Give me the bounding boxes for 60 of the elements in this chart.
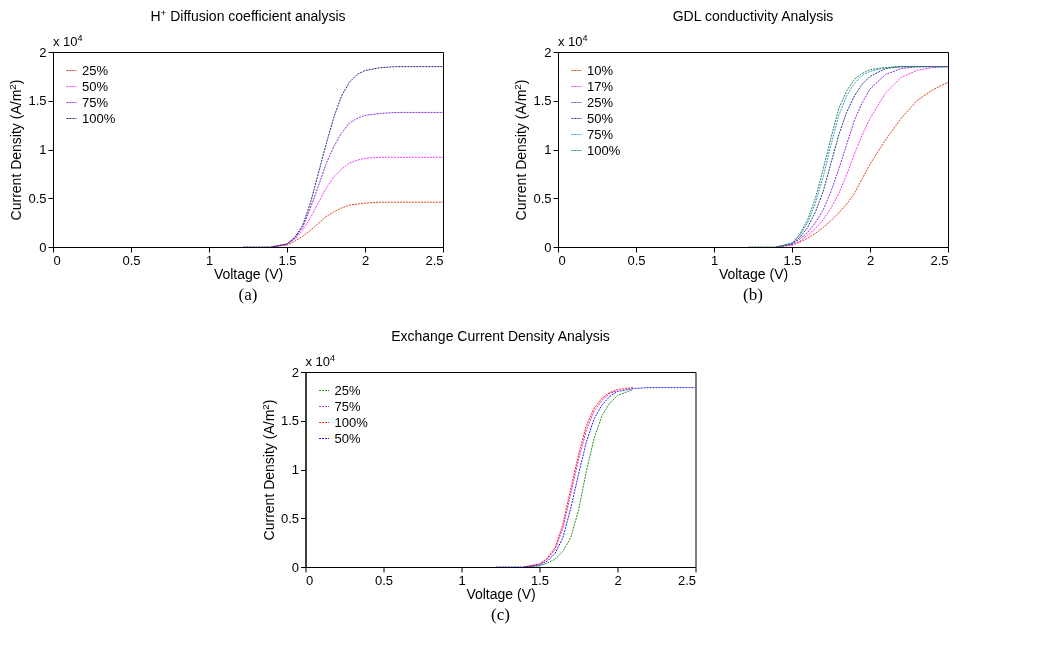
y-tick-label: 0.5 [28,190,47,206]
x-tick-label: 0 [53,252,61,268]
x-tick-label: 1 [710,252,719,268]
y-tick-label: 1.5 [533,93,552,109]
x-axis-title: Voltage (V) [718,265,789,282]
y-tick-label: 0 [39,239,47,255]
y-tick-label: 1 [544,142,552,157]
legend-label: 100% [82,110,116,126]
legend-label: 50% [334,430,361,446]
y-tick-label: 0 [291,559,299,575]
legend-label: 75% [334,398,361,414]
x-tick-label: 2.5 [930,252,949,268]
y-tick-label: 0.5 [533,190,552,206]
x-axis-title: Voltage (V) [213,265,284,282]
x-tick-label: 1.5 [783,252,802,268]
y-tick-label: 1.5 [280,413,299,429]
x-tick-label: 0.5 [627,252,646,268]
y-tick-label: 1 [291,462,299,477]
x-tick-label: 0 [558,252,566,268]
x-tick-label: 2.5 [677,572,696,588]
text: x 10$^{4}$ [558,33,588,49]
legend-label: 25% [82,62,109,78]
y-tick-label: 2 [39,44,47,60]
legend-label: 25% [587,94,614,110]
y-tick-label: 2 [544,44,552,60]
legend-label: 100% [334,414,369,430]
legend-label: 100% [587,142,621,158]
text: (a) [238,285,258,304]
legend-label: 75% [82,94,109,110]
x-tick-label: 2.5 [425,252,444,268]
text: x 10$^{4}$ [53,33,83,49]
x-tick-label: 0 [306,572,314,588]
y-tick-label: 2 [291,364,299,380]
legend-label: 17% [587,78,614,94]
x-tick-label: 0.5 [374,572,394,588]
y-tick-label: 0.5 [280,510,299,526]
x-axis-title: Voltage (V) [466,585,536,602]
x-tick-label: 1 [205,252,214,268]
chart-title: GDL conductivity Analysis [672,8,834,24]
text: (c) [491,605,510,624]
y-tick-label: 0 [544,239,552,255]
legend-label: 50% [587,110,614,126]
y-tick-label: 1.5 [28,93,47,109]
legend-label: 25% [334,382,361,398]
chart-title: H$^{+}$ Diffusion coefficient analysis [150,6,346,24]
chart-title: Exchange Current Density Analysis [391,328,610,344]
x-tick-label: 1 [458,572,466,588]
legend-label: 75% [587,126,614,142]
legend-label: 10% [587,62,614,78]
text: x 10$^{4}$ [305,353,336,369]
line-series [270,111,443,247]
x-tick-label: 2 [866,252,875,268]
line-series [495,387,696,567]
text: (b) [743,285,763,304]
x-tick-label: 2 [614,572,622,588]
y-tick-label: 1 [39,142,47,157]
legend-label: 50% [82,78,109,94]
line-series [242,66,443,247]
x-tick-label: 2 [361,252,370,268]
x-tick-label: 0.5 [122,252,141,268]
